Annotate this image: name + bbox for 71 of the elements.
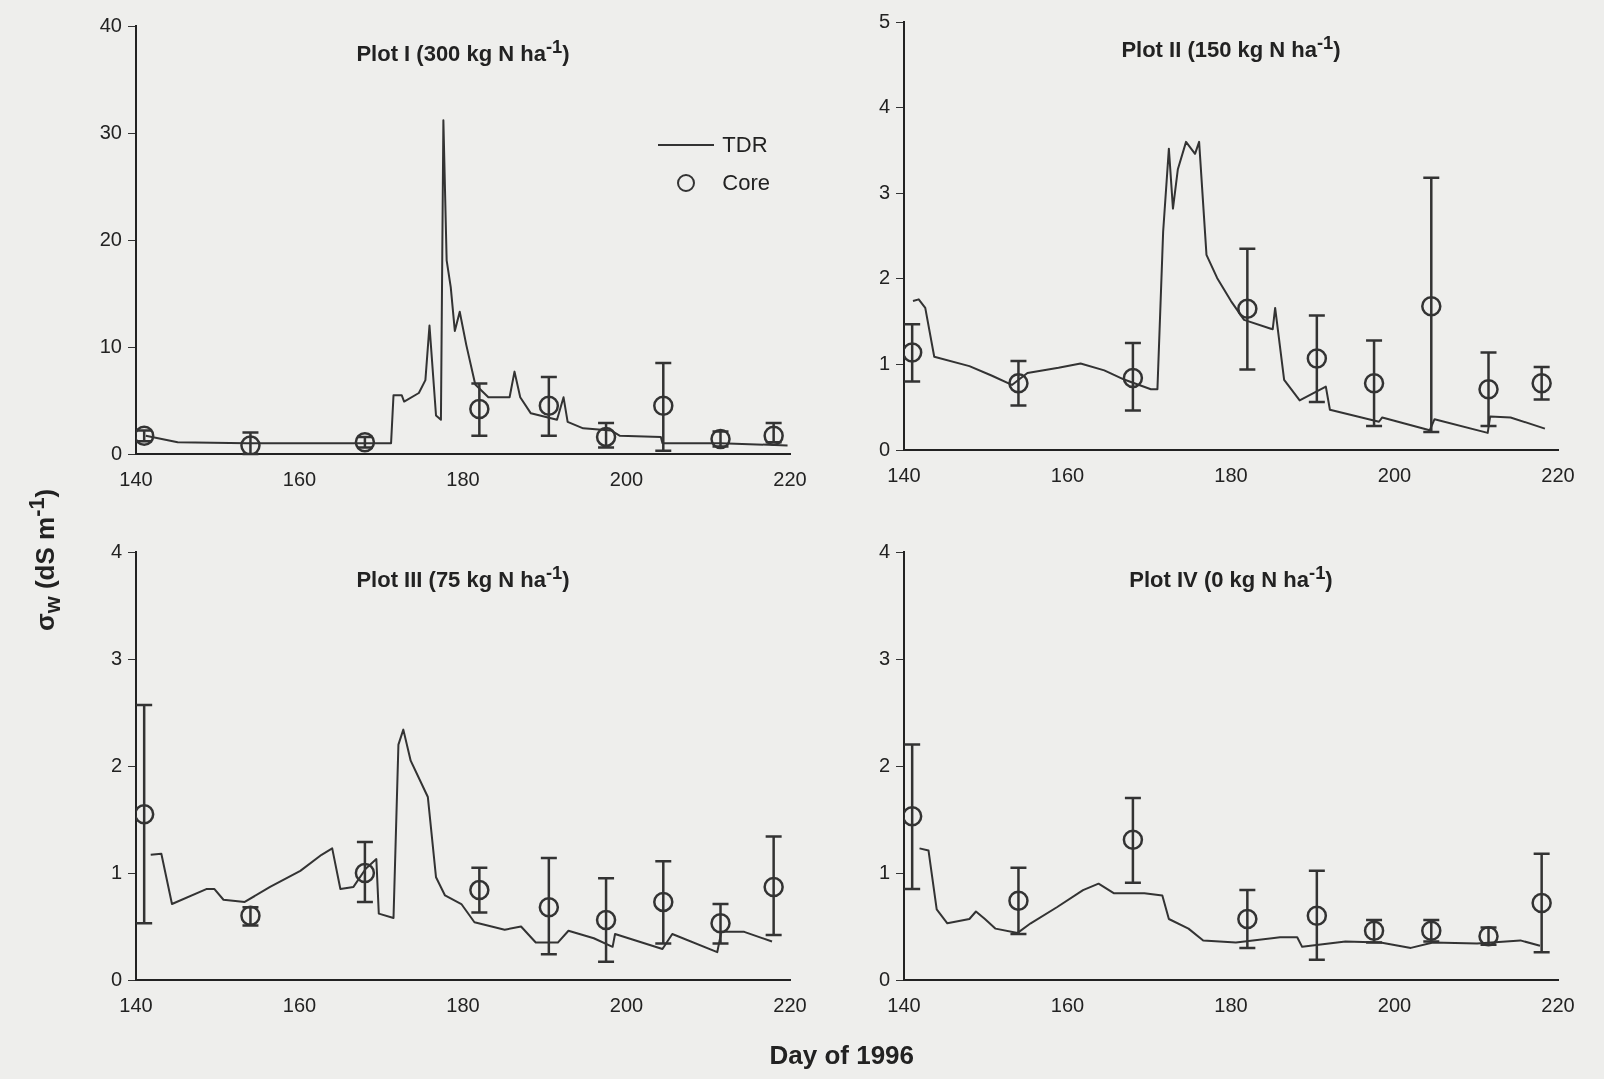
text: Plot I (300 kg N ha$^{-1}$) bbox=[355, 36, 571, 68]
point bbox=[538, 896, 560, 918]
x-tick-label: 140 bbox=[887, 463, 921, 486]
legend-label: TDR bbox=[722, 131, 768, 159]
y-tick-label: 2 bbox=[878, 266, 890, 289]
x-tick-label: 200 bbox=[609, 467, 644, 490]
point bbox=[1421, 295, 1442, 317]
point bbox=[1237, 908, 1258, 930]
y-tick-label: 3 bbox=[878, 646, 890, 669]
y-tick-label: 30 bbox=[99, 120, 122, 143]
y-tick-label: 1 bbox=[110, 860, 122, 883]
x-tick-label: 180 bbox=[1214, 993, 1248, 1016]
x-tick-label: 140 bbox=[887, 993, 921, 1016]
y-tick-label: 0 bbox=[110, 967, 122, 990]
y-tick-label: 4 bbox=[878, 95, 890, 118]
point bbox=[904, 806, 923, 827]
x-tick-label: 180 bbox=[1214, 463, 1248, 486]
x-tick-label: 160 bbox=[282, 993, 317, 1016]
x-tick-label: 160 bbox=[1050, 993, 1085, 1016]
y-tick-label: 1 bbox=[878, 351, 890, 374]
y-tick-label: 2 bbox=[110, 753, 122, 776]
point bbox=[1363, 372, 1385, 394]
y-tick-label: 3 bbox=[878, 180, 890, 203]
point bbox=[1122, 829, 1144, 851]
y-tick-label: 0 bbox=[878, 437, 890, 460]
x-tick-label: 160 bbox=[1050, 463, 1085, 486]
point bbox=[710, 913, 731, 934]
x-tick-label: 220 bbox=[1541, 993, 1575, 1016]
y-tick-label: 10 bbox=[99, 334, 122, 357]
y-tick-label: 4 bbox=[878, 539, 890, 562]
x-axis-title: Day of 1996 bbox=[769, 1040, 915, 1071]
point bbox=[1306, 348, 1328, 369]
legend-label: Core bbox=[722, 169, 770, 197]
y-tick-label: 5 bbox=[878, 9, 890, 32]
point bbox=[1008, 890, 1029, 912]
x-tick-label: 220 bbox=[1541, 463, 1575, 486]
point bbox=[653, 891, 674, 913]
point bbox=[904, 342, 923, 363]
x-tick-label: 200 bbox=[1377, 463, 1412, 486]
x-tick-label: 180 bbox=[446, 993, 480, 1016]
text: Plot IV (0 kg N ha$^{-1}$) bbox=[1128, 562, 1334, 594]
point bbox=[595, 909, 617, 931]
x-tick-label: 200 bbox=[1377, 993, 1412, 1016]
y-tick-label: 2 bbox=[878, 753, 890, 776]
point bbox=[1237, 298, 1258, 320]
y-tick-label: 40 bbox=[99, 13, 122, 36]
point bbox=[1122, 367, 1144, 389]
point bbox=[1478, 378, 1499, 400]
x-tick-label: 200 bbox=[609, 993, 644, 1016]
point bbox=[1306, 905, 1328, 927]
point bbox=[1531, 372, 1552, 394]
point bbox=[1008, 372, 1029, 394]
y-tick-label: 0 bbox=[110, 441, 122, 464]
x-tick-label: 180 bbox=[446, 467, 480, 490]
y-tick-label: 20 bbox=[99, 227, 122, 250]
point bbox=[136, 803, 155, 825]
point bbox=[1531, 892, 1552, 914]
point bbox=[354, 862, 376, 884]
x-tick-label: 140 bbox=[119, 993, 153, 1016]
text: Plot III (75 kg N ha$^{-1}$) bbox=[355, 562, 571, 594]
point bbox=[469, 879, 490, 901]
y-tick-label: 4 bbox=[110, 539, 122, 562]
y-tick-label: 3 bbox=[110, 646, 122, 669]
x-tick-label: 220 bbox=[773, 467, 807, 490]
x-tick-label: 160 bbox=[282, 467, 317, 490]
y-tick-label: 0 bbox=[878, 967, 890, 990]
point bbox=[763, 876, 784, 898]
y-tick-label: 1 bbox=[878, 860, 890, 883]
x-tick-label: 220 bbox=[773, 993, 807, 1016]
text: Plot II (150 kg N ha$^{-1}$) bbox=[1120, 32, 1342, 64]
x-tick-label: 140 bbox=[119, 467, 153, 490]
